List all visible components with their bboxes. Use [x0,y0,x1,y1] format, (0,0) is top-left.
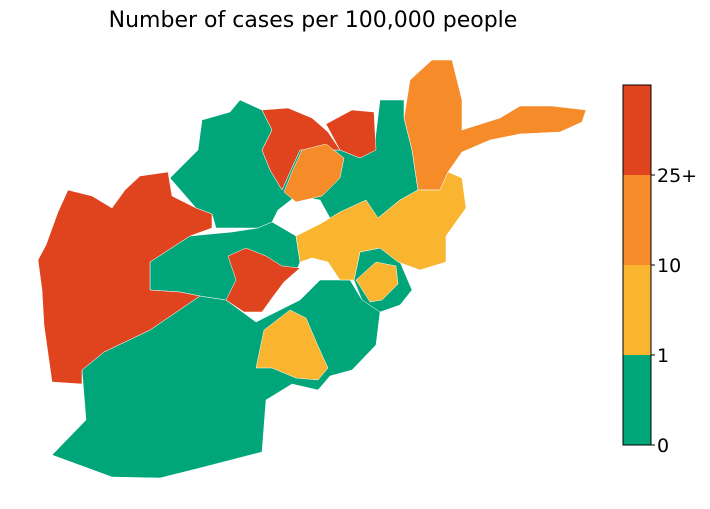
region-southeast-yellow [355,261,399,303]
region-south-yellow [255,309,329,381]
colorbar-tick-label-1: 1 [657,345,669,367]
region-north-red-east [325,109,377,159]
region-badakhshan-orange [403,59,587,191]
region-east-yellow [295,171,467,281]
colorbar-segment-25-plus [623,85,651,175]
colorbar-tick-label-0: 0 [657,435,669,457]
map-title: Number of cases per 100,000 people [108,8,518,33]
colorbar-tick-label-10: 10 [657,255,681,277]
region-north-red-west [261,107,341,191]
region-north-orange [283,143,345,203]
colorbar-tick-label-25: 25+ [657,165,697,187]
colorbar: 0 1 10 25+ [622,84,697,457]
colorbar-segment-10-25 [623,175,651,265]
region-central-red [225,247,301,313]
region-west-red [37,171,213,385]
colorbar-segment-0-1 [623,355,651,445]
colorbar-segment-1-10 [623,265,651,355]
